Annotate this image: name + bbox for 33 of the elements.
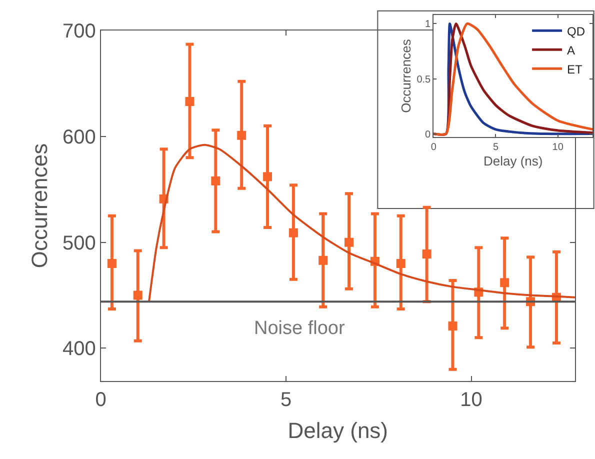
point [185,96,194,106]
point [396,259,406,268]
x-tick-label: 10 [552,142,564,154]
point [107,259,116,268]
x-tick-label: 10 [460,389,482,412]
y-axis-title: Occurrences [398,38,414,113]
y-tick-label: 500 [62,232,96,254]
x-tick-label: 5 [492,142,499,154]
point [344,238,354,247]
legend-label: A [567,43,576,58]
y-tick-label: 1 [425,19,432,30]
y-axis-title: Occurrences [27,143,52,268]
line-series [148,144,575,303]
point [237,130,246,140]
legend-label: ET [567,62,584,76]
y-tick-label: 600 [62,126,96,148]
point [448,321,458,330]
point [211,176,220,186]
x-axis-title: Delay (ns) [484,154,543,169]
y-tick-label: 700 [62,20,96,43]
point [263,172,272,182]
y-tick-label: 400 [62,338,96,360]
x-tick-label: 5 [280,389,292,412]
point [288,228,298,238]
point [422,249,432,258]
point [500,278,510,288]
y-tick-label: 0 [425,129,432,140]
y-tick-label: 0.5 [416,74,432,86]
point [318,256,328,265]
legend-label: QD [567,24,586,38]
ref-line-label: Noise floor [254,318,346,339]
point [133,290,142,300]
x-axis-title: Delay (ns) [288,418,388,443]
